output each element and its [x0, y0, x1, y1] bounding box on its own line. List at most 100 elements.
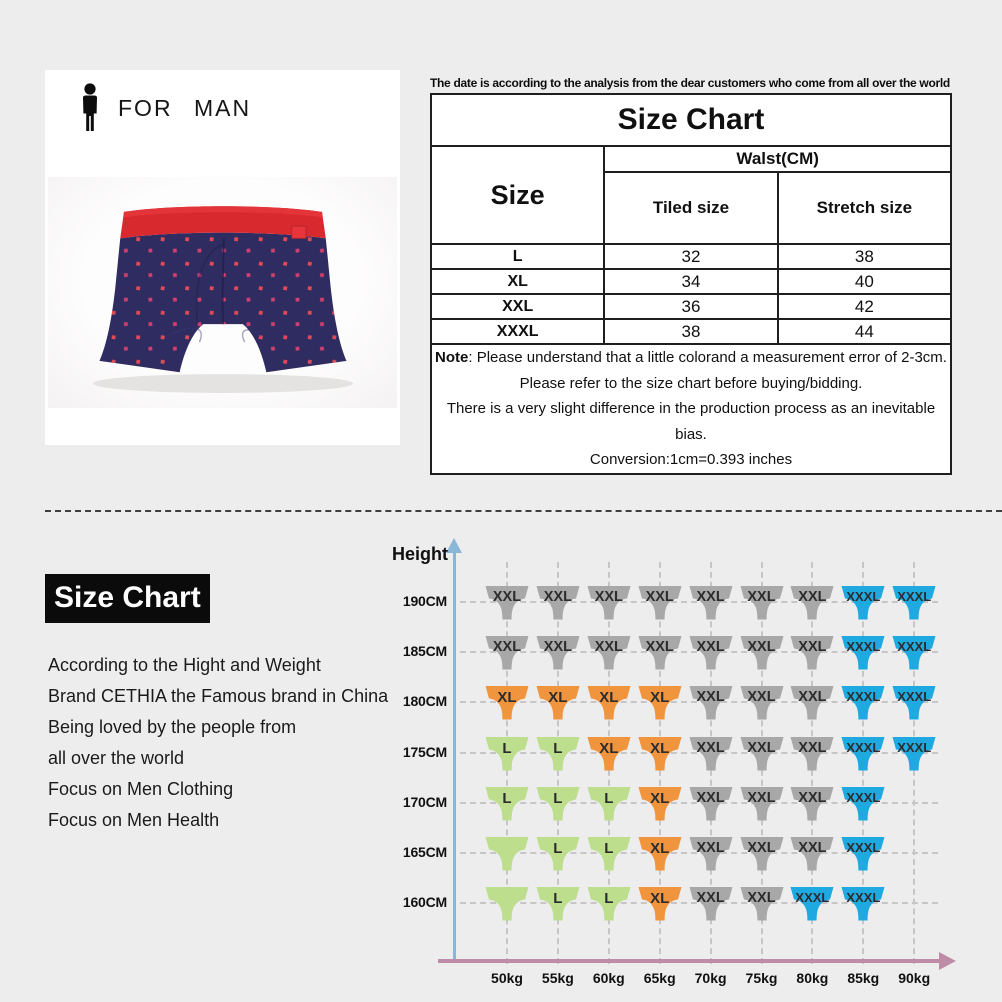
- brand-line: Focus on Men Health: [48, 810, 220, 830]
- briefs-size-label: XL: [650, 840, 670, 857]
- briefs-icon: XXXL: [840, 685, 886, 721]
- briefs-size-label: XXL: [492, 589, 522, 605]
- y-axis-label: 185CM: [402, 643, 447, 660]
- brand-lines: According to the Hight and Weight Brand C…: [48, 650, 428, 836]
- briefs-size-label: XL: [650, 789, 670, 807]
- briefs-size-label: XXL: [798, 789, 827, 806]
- product-card: FOR MAN: [45, 70, 400, 445]
- briefs-size-label: XXL: [798, 589, 827, 605]
- briefs-icon: [484, 886, 530, 922]
- briefs-size-label: XXXL: [846, 890, 881, 906]
- grid-line-horizontal: [460, 902, 938, 905]
- briefs-icon: XXXL: [840, 836, 886, 872]
- briefs-size-label: L: [553, 739, 563, 757]
- briefs-size-label: XXL: [594, 589, 623, 605]
- size-cell: XXL: [429, 293, 606, 320]
- grid-line-horizontal: [460, 852, 938, 854]
- briefs-icon: XXL: [637, 635, 683, 671]
- briefs-size-label: XL: [599, 689, 619, 707]
- size-recommendation-chart: Height 50kg 55kg 60kg 65kg 70kg 75kg 80kg 85kg 9…: [390, 538, 1002, 1002]
- briefs-size-label: XXXL: [846, 789, 881, 805]
- briefs-icon: XXL: [688, 635, 734, 671]
- grid-line-horizontal: [460, 801, 938, 804]
- briefs-icon: XL: [637, 836, 683, 872]
- briefs-icon: L: [484, 786, 530, 822]
- briefs-size-label: XXL: [696, 639, 725, 656]
- briefs-icon: XXL: [535, 585, 581, 621]
- briefs-icon: XXL: [688, 786, 734, 822]
- note-first-line: Note: Please understand that a little co…: [432, 345, 950, 371]
- briefs-size-label: XL: [650, 739, 670, 757]
- briefs-size-label: L: [502, 789, 512, 807]
- briefs-icon: XXL: [739, 635, 785, 671]
- briefs-size-label: XXL: [747, 689, 776, 706]
- briefs-icon: XXL: [789, 836, 835, 872]
- note-line: There is a very slight difference in the…: [446, 400, 936, 443]
- briefs-size-label: XL: [548, 689, 568, 707]
- note-line: Conversion:1cm=0.393 inches: [589, 451, 793, 468]
- grid-line-horizontal: [460, 751, 938, 754]
- briefs-size-label: XXL: [798, 840, 827, 856]
- briefs-icon: XXXL: [840, 635, 886, 671]
- note-label: Note: [435, 349, 469, 366]
- briefs-size-label: L: [502, 739, 512, 757]
- briefs-icon: XXXL: [891, 736, 937, 772]
- briefs-icon: XXL: [789, 635, 835, 671]
- man-icon: [78, 83, 102, 133]
- briefs-size-label: L: [604, 890, 614, 908]
- briefs-icon: XXL: [688, 685, 734, 721]
- briefs-icon: L: [586, 886, 632, 922]
- briefs-size-label: XL: [599, 739, 619, 757]
- briefs-icon: XXL: [739, 736, 785, 772]
- briefs-icon: XXL: [535, 635, 581, 671]
- size-chart-table: Size Chart Size Walst(CM) Tiled size Str…: [429, 93, 953, 475]
- table-title: Size Chart: [430, 93, 952, 147]
- briefs-size-label: XXXL: [795, 890, 830, 906]
- briefs-icon: XXL: [739, 836, 785, 872]
- briefs-icon: XXL: [739, 685, 785, 721]
- briefs-icon: XXL: [739, 786, 785, 822]
- x-axis-arrow-icon: [939, 952, 956, 970]
- briefs-icon: XXL: [586, 585, 632, 621]
- briefs-icon: L: [535, 836, 581, 872]
- y-axis-label: 175CM: [402, 743, 447, 760]
- briefs-icon: XL: [535, 685, 581, 721]
- waist-group-header: Walst(CM): [603, 145, 952, 173]
- brand-title: Size Chart: [45, 574, 210, 623]
- size-table-head: Size Chart Size Walst(CM) Tiled size Str…: [429, 93, 953, 245]
- briefs-size-label: XXL: [696, 789, 725, 806]
- briefs-size-label: XXL: [645, 639, 674, 656]
- x-axis-label: 75kg: [745, 970, 778, 986]
- size-table-body: L 32 38 XL 34 40 XXL 36 42 XXXL 38 44: [429, 243, 953, 345]
- briefs-icon: XXL: [484, 585, 530, 621]
- briefs-size-label: XXXL: [846, 689, 881, 705]
- briefs-size-label: XXL: [696, 739, 725, 756]
- briefs-icon: XL: [637, 736, 683, 772]
- briefs-icon: XXL: [739, 585, 785, 621]
- briefs-icon: XXL: [789, 685, 835, 721]
- briefs-size-label: XXL: [747, 589, 776, 605]
- briefs-size-label: XXL: [543, 639, 572, 656]
- x-axis-label: 60kg: [592, 970, 625, 986]
- briefs-icon: XXXL: [840, 736, 886, 772]
- briefs-size-label: XXXL: [846, 639, 881, 655]
- briefs-size-label: L: [604, 789, 614, 807]
- briefs-icon: XXXL: [789, 886, 835, 922]
- height-axis-label: Height: [392, 544, 448, 564]
- stretch-value: 42: [776, 293, 953, 320]
- size-cell: XL: [429, 268, 606, 295]
- briefs-icon: XXL: [688, 736, 734, 772]
- tiled-value: 32: [603, 243, 779, 270]
- briefs-icon: XXXL: [840, 786, 886, 822]
- briefs-size-label: XXL: [492, 639, 522, 656]
- stretch-value: 40: [776, 268, 953, 295]
- briefs-icon: XL: [586, 736, 632, 772]
- tiled-size-header: Tiled size: [603, 171, 779, 245]
- product-photo: [48, 177, 397, 408]
- size-row: XXL 36 42: [429, 293, 953, 320]
- brand-line: all over the world: [48, 748, 185, 768]
- briefs-size-label: XXL: [747, 890, 776, 907]
- y-axis-label: 160CM: [402, 894, 447, 911]
- dashed-divider: [45, 510, 1002, 512]
- grid-line-horizontal: [460, 651, 938, 654]
